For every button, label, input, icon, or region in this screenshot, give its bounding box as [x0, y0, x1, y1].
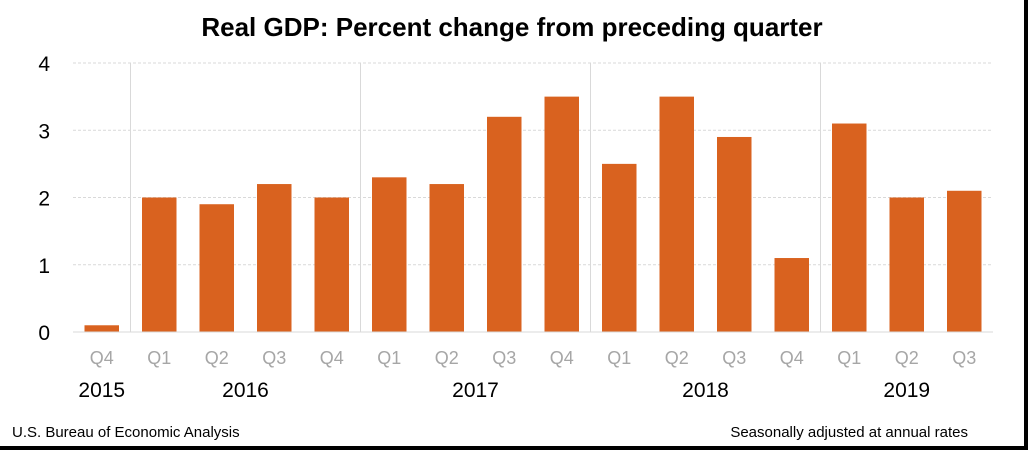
bar	[717, 136, 752, 332]
x-tick-label: Q4	[90, 348, 114, 368]
x-tick-label: Q1	[377, 348, 401, 368]
x-tick-label: Q1	[607, 348, 631, 368]
y-tick-label: 1	[38, 255, 50, 278]
y-tick-label: 0	[38, 322, 50, 345]
bar	[659, 96, 694, 332]
bar	[544, 96, 579, 332]
chart-title: Real GDP: Percent change from preceding …	[201, 12, 822, 42]
bar	[947, 190, 982, 332]
y-tick-label: 3	[38, 120, 50, 143]
seasonal-adjustment-note: Seasonally adjusted at annual rates	[730, 424, 968, 441]
year-labels: 2015 2016 2017 2018 2019	[78, 379, 930, 402]
x-tick-label: Q4	[550, 348, 574, 368]
bar	[314, 197, 349, 332]
year-label: 2015	[78, 379, 125, 402]
x-tick-label: Q2	[895, 348, 919, 368]
bar	[487, 116, 522, 332]
x-tick-label: Q3	[952, 348, 976, 368]
x-tick-label: Q3	[722, 348, 746, 368]
bar	[84, 325, 119, 332]
year-separators	[130, 63, 821, 332]
y-tick-labels: 0 1 2 3 4	[38, 53, 50, 345]
bar	[832, 123, 867, 333]
bar	[142, 197, 177, 332]
x-tick-labels: Q4 Q1 Q2 Q3 Q4 Q1 Q2 Q3 Q4 Q1 Q2 Q3 Q4 Q1 Q2 Q3	[90, 348, 977, 368]
x-tick-label: Q3	[262, 348, 286, 368]
x-tick-label: Q4	[320, 348, 344, 368]
bar	[602, 163, 637, 332]
year-label: 2018	[682, 379, 729, 402]
x-tick-label: Q4	[780, 348, 804, 368]
bar	[889, 197, 924, 332]
x-tick-label: Q2	[435, 348, 459, 368]
x-tick-label: Q1	[837, 348, 861, 368]
y-tick-label: 4	[38, 53, 50, 76]
bar	[257, 184, 292, 332]
bar	[199, 204, 234, 332]
bar	[429, 184, 464, 332]
bar	[372, 177, 407, 332]
bars	[84, 96, 982, 333]
source-note: U.S. Bureau of Economic Analysis	[12, 424, 240, 441]
x-tick-label: Q2	[665, 348, 689, 368]
year-label: 2017	[452, 379, 499, 402]
year-label: 2016	[222, 379, 269, 402]
x-tick-label: Q2	[205, 348, 229, 368]
year-label: 2019	[883, 379, 930, 402]
bar	[774, 258, 809, 332]
x-tick-label: Q1	[147, 348, 171, 368]
y-tick-label: 2	[38, 188, 50, 211]
x-tick-label: Q3	[492, 348, 516, 368]
